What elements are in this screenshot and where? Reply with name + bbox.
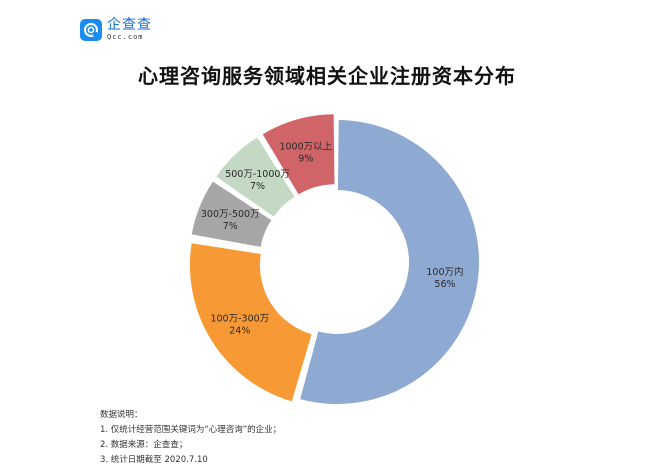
notes-item: 1. 仅统计经营范围关键词为“心理咨询”的企业；: [100, 425, 282, 435]
slice-label: 500万-1000万: [225, 169, 290, 180]
data-notes: 数据说明： 1. 仅统计经营范围关键词为“心理咨询”的企业； 2. 数据来源：企…: [100, 408, 281, 468]
chart-title: 心理咨询服务领域相关企业注册资本分布: [138, 64, 516, 88]
slice-percent: 7%: [223, 221, 238, 232]
slice-percent: 24%: [229, 326, 250, 337]
slice-percent: 9%: [298, 153, 313, 164]
slice-percent: 7%: [250, 181, 265, 192]
slice-label: 300万-500万: [201, 209, 260, 220]
qcc-logo: 企查查 Qcc.com: [80, 18, 152, 41]
donut-slice: [300, 120, 479, 404]
donut-slice: [191, 181, 272, 247]
slice-label: 100万内: [426, 266, 463, 278]
qcc-logo-icon: [80, 18, 102, 41]
notes-heading: 数据说明：: [100, 410, 143, 420]
donut-slice: [189, 243, 312, 402]
donut-slice: [216, 137, 295, 217]
slice-percent: 56%: [434, 279, 455, 290]
notes-item: 3. 统计日期截至 2020.7.10: [100, 455, 208, 465]
logo-domain: Qcc.com: [107, 33, 144, 41]
slice-label: 100万-300万: [210, 314, 269, 325]
notes-item: 2. 数据来源：企查查；: [100, 440, 188, 450]
logo-name: 企查查: [107, 17, 152, 33]
donut-slice: [262, 114, 335, 195]
slice-label: 1000万以上: [279, 141, 332, 152]
